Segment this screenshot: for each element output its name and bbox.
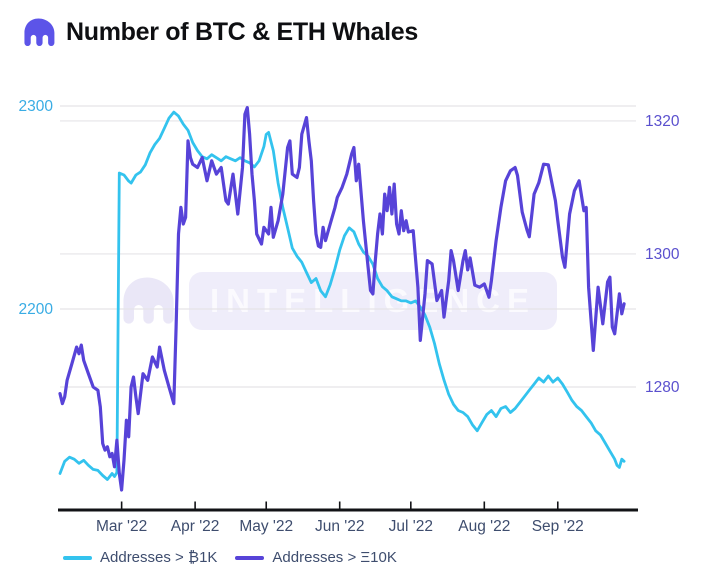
y-tick-label-right: 1320	[645, 113, 680, 130]
btc-series-line	[58, 110, 626, 481]
btc-series-swatch-icon	[63, 555, 92, 560]
chart-legend: Addresses > ₿1K Addresses > Ξ10K	[63, 549, 397, 566]
y-tick-label-right: 1280	[645, 379, 680, 396]
x-tick-label: Aug '22	[458, 518, 510, 535]
x-tick-label: Jul '22	[389, 518, 433, 535]
legend-item-btc[interactable]: Addresses > ₿1K	[63, 549, 217, 566]
y-tick-label-left: 2200	[19, 301, 54, 318]
x-tick-label: Apr '22	[171, 518, 220, 535]
y-tick-label-right: 1300	[645, 246, 680, 263]
legend-label-eth: Addresses > Ξ10K	[272, 549, 397, 566]
chart-header: Number of BTC & ETH Whales	[20, 14, 418, 51]
x-tick-label: Jun '22	[315, 518, 365, 535]
legend-label-btc: Addresses > ₿1K	[100, 549, 218, 566]
eth-series-line	[58, 105, 626, 492]
legend-item-eth[interactable]: Addresses > Ξ10K	[235, 549, 397, 566]
x-tick-label: Sep '22	[532, 518, 584, 535]
x-tick-label: May '22	[239, 518, 293, 535]
y-tick-label-left: 2300	[19, 98, 54, 115]
chart-title: Number of BTC & ETH Whales	[66, 18, 418, 46]
x-tick-label: Mar '22	[96, 518, 147, 535]
kraken-watermark-icon	[116, 270, 178, 332]
eth-series-swatch-icon	[235, 555, 265, 560]
kraken-logo-icon	[20, 14, 57, 51]
